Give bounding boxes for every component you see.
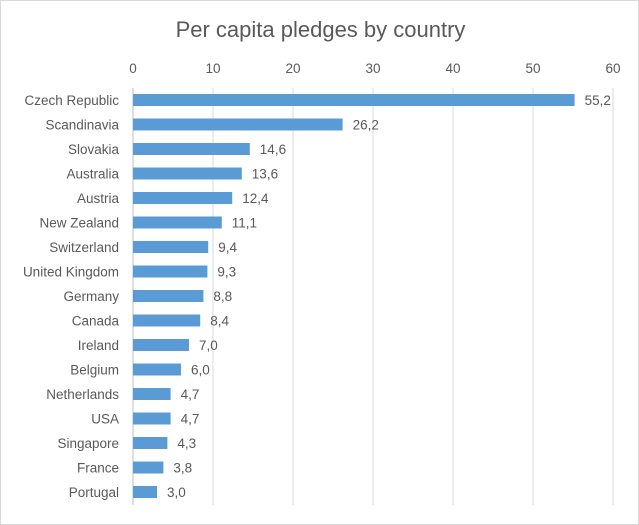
category-label: New Zealand <box>39 216 119 231</box>
data-label: 12,4 <box>242 191 269 206</box>
category-label: Singapore <box>57 436 119 451</box>
bar <box>133 461 164 474</box>
category-label: USA <box>91 412 119 427</box>
data-label: 4,7 <box>181 387 200 402</box>
data-label: 7,0 <box>199 338 218 353</box>
category-label: Portugal <box>69 485 119 500</box>
bar <box>133 412 171 425</box>
bar <box>133 94 575 106</box>
bar <box>133 143 250 155</box>
bar <box>133 486 157 498</box>
data-label: 8,4 <box>210 314 229 329</box>
data-label: 14,6 <box>260 142 286 157</box>
bar <box>133 118 343 131</box>
category-label: Slovakia <box>68 142 120 157</box>
category-label: Switzerland <box>49 240 119 255</box>
bar <box>133 192 233 204</box>
bar <box>133 363 181 376</box>
category-label: Netherlands <box>46 387 119 402</box>
category-label: Czech Republic <box>24 93 119 108</box>
data-label: 3,0 <box>167 485 186 500</box>
bar <box>133 241 209 253</box>
data-label: 11,1 <box>232 216 257 231</box>
bar <box>133 339 189 351</box>
x-tick-label: 60 <box>605 61 620 76</box>
category-label: Scandinavia <box>45 118 119 133</box>
bar <box>133 290 204 302</box>
data-label: 4,7 <box>181 412 200 427</box>
data-label: 55,2 <box>585 93 611 108</box>
bar <box>133 265 208 278</box>
category-label: Germany <box>63 289 119 304</box>
x-tick-label: 0 <box>129 61 137 76</box>
data-label: 9,3 <box>217 265 236 280</box>
category-label: Canada <box>72 314 120 329</box>
bar <box>133 216 222 229</box>
data-label: 6,0 <box>191 363 210 378</box>
bar <box>133 437 168 449</box>
data-label: 9,4 <box>218 240 237 255</box>
data-label: 3,8 <box>173 461 192 476</box>
x-tick-label: 20 <box>285 61 300 76</box>
data-label: 8,8 <box>213 289 232 304</box>
data-label: 4,3 <box>177 436 196 451</box>
category-label: Australia <box>66 167 119 182</box>
bar <box>133 167 242 180</box>
bar <box>133 388 171 400</box>
x-tick-label: 40 <box>445 61 460 76</box>
category-label: United Kingdom <box>23 265 119 280</box>
category-label: Belgium <box>70 363 119 378</box>
data-label: 13,6 <box>252 167 278 182</box>
category-label: Ireland <box>78 338 119 353</box>
x-tick-label: 30 <box>365 61 380 76</box>
bar <box>133 314 201 327</box>
data-label: 26,2 <box>353 118 379 133</box>
category-label: Austria <box>77 191 120 206</box>
category-label: France <box>77 461 119 476</box>
chart-title: Per capita pledges by country <box>175 17 466 42</box>
x-tick-label: 10 <box>205 61 220 76</box>
x-tick-label: 50 <box>525 61 540 76</box>
